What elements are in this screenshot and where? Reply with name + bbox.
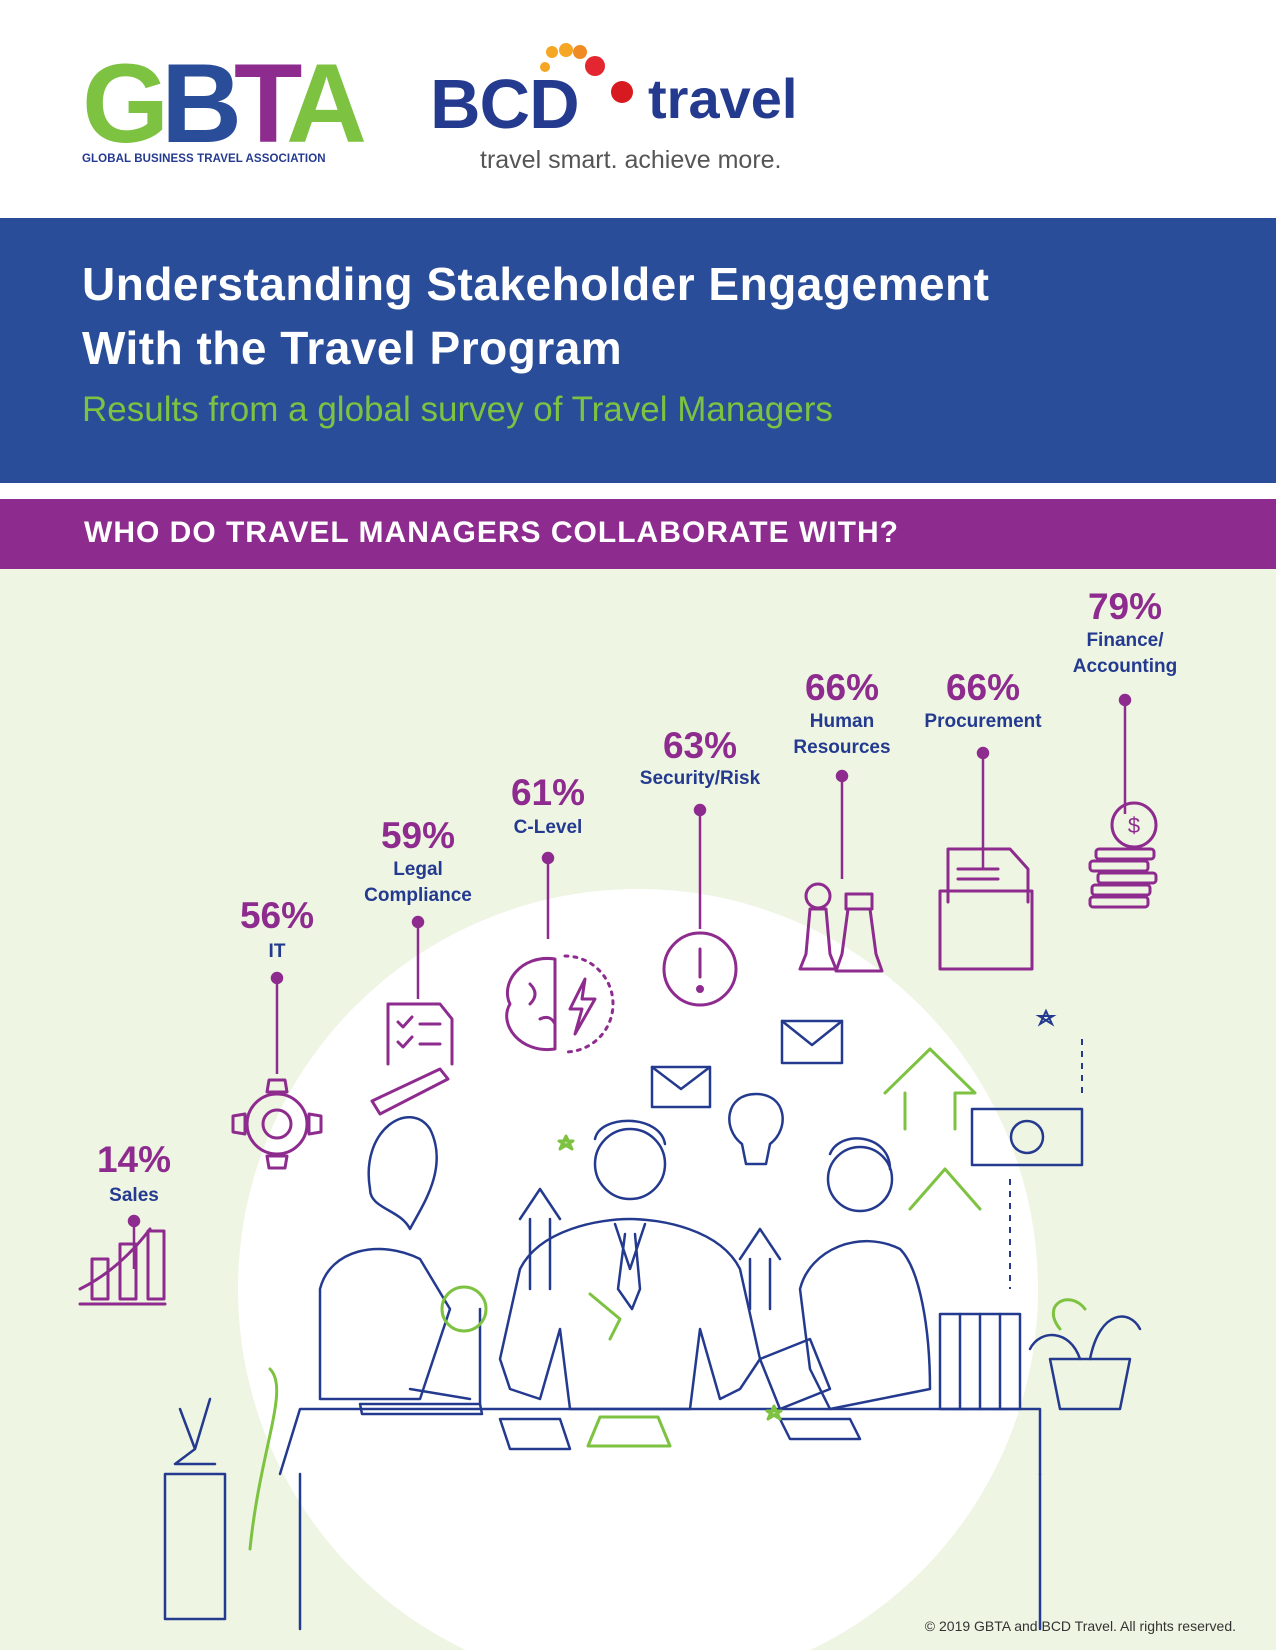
alert-icon: [662, 931, 738, 1007]
copyright-footer: © 2019 GBTA and BCD Travel. All rights r…: [924, 1618, 1236, 1634]
bcd-travel-logo: BCD travel travel smart. achieve more.: [430, 42, 850, 182]
stat-percent-sales: 14%: [96, 1139, 172, 1180]
stat-label-sales: Sales: [109, 1185, 159, 1206]
stat-percent-legal: 59%: [380, 815, 456, 856]
gbta-letter-b: B: [161, 41, 242, 166]
stat-percent-finance: 79%: [1087, 586, 1163, 627]
stat-label-c-level: C-Level: [513, 817, 583, 838]
gbta-tagline: GLOBAL BUSINESS TRAVEL ASSOCIATION: [82, 153, 326, 165]
svg-text:$: $: [1128, 813, 1140, 838]
stat-label-hr: Human Resources: [793, 711, 891, 758]
page-title-line-2: With the Travel Program: [82, 322, 623, 374]
coins-icon: [1088, 801, 1158, 909]
stat-percent-c-level: 61%: [510, 772, 586, 813]
page-title-line-1: Understanding Stakeholder Engagement: [82, 258, 990, 310]
gbta-wordmark: GBTA: [82, 48, 367, 160]
bcd-tagline: travel smart. achieve more.: [480, 146, 782, 174]
gbta-letter-a: A: [286, 41, 367, 166]
stat-percent-it: 56%: [239, 895, 315, 936]
stat-percent-hr: 66%: [804, 667, 880, 708]
logo-header: GBTA GLOBAL BUSINESS TRAVEL ASSOCIATION …: [0, 0, 1276, 218]
bcd-wordmark-travel: travel: [648, 67, 798, 130]
gbta-logo: GBTA GLOBAL BUSINESS TRAVEL ASSOCIATION: [82, 48, 367, 172]
stat-label-procurement: Procurement: [924, 711, 1042, 732]
gbta-letter-g: G: [82, 41, 169, 166]
section-title: WHO DO TRAVEL MANAGERS COLLABORATE WITH?: [84, 516, 899, 549]
title-band: [0, 218, 1276, 483]
stat-label-security: Security/Risk: [639, 768, 761, 789]
bcd-dots-icon: [540, 43, 633, 103]
office-team-illustration: $: [78, 693, 1158, 1650]
gbta-letter-t: T: [234, 41, 294, 166]
brain-lightning-icon: [505, 954, 615, 1054]
stat-label-legal: Legal Compliance: [364, 859, 472, 906]
page-subtitle: Results from a global survey of Travel M…: [82, 390, 833, 429]
folder-documents-icon: [938, 847, 1034, 971]
stat-percent-procurement: 66%: [945, 667, 1021, 708]
stat-label-it: IT: [268, 941, 286, 962]
page-title: Understanding Stakeholder Engagement Wit…: [82, 252, 1232, 380]
chess-pieces-icon: [798, 882, 884, 973]
bcd-wordmark: BCD: [430, 65, 580, 143]
checklist-pencil-icon: [370, 1002, 454, 1116]
growth-chart-icon: [78, 1227, 167, 1306]
stat-percent-security: 63%: [662, 725, 738, 766]
stat-label-finance: Finance/ Accounting: [1072, 630, 1178, 677]
section-bar: [0, 499, 1276, 569]
gear-icon: [231, 1078, 323, 1170]
